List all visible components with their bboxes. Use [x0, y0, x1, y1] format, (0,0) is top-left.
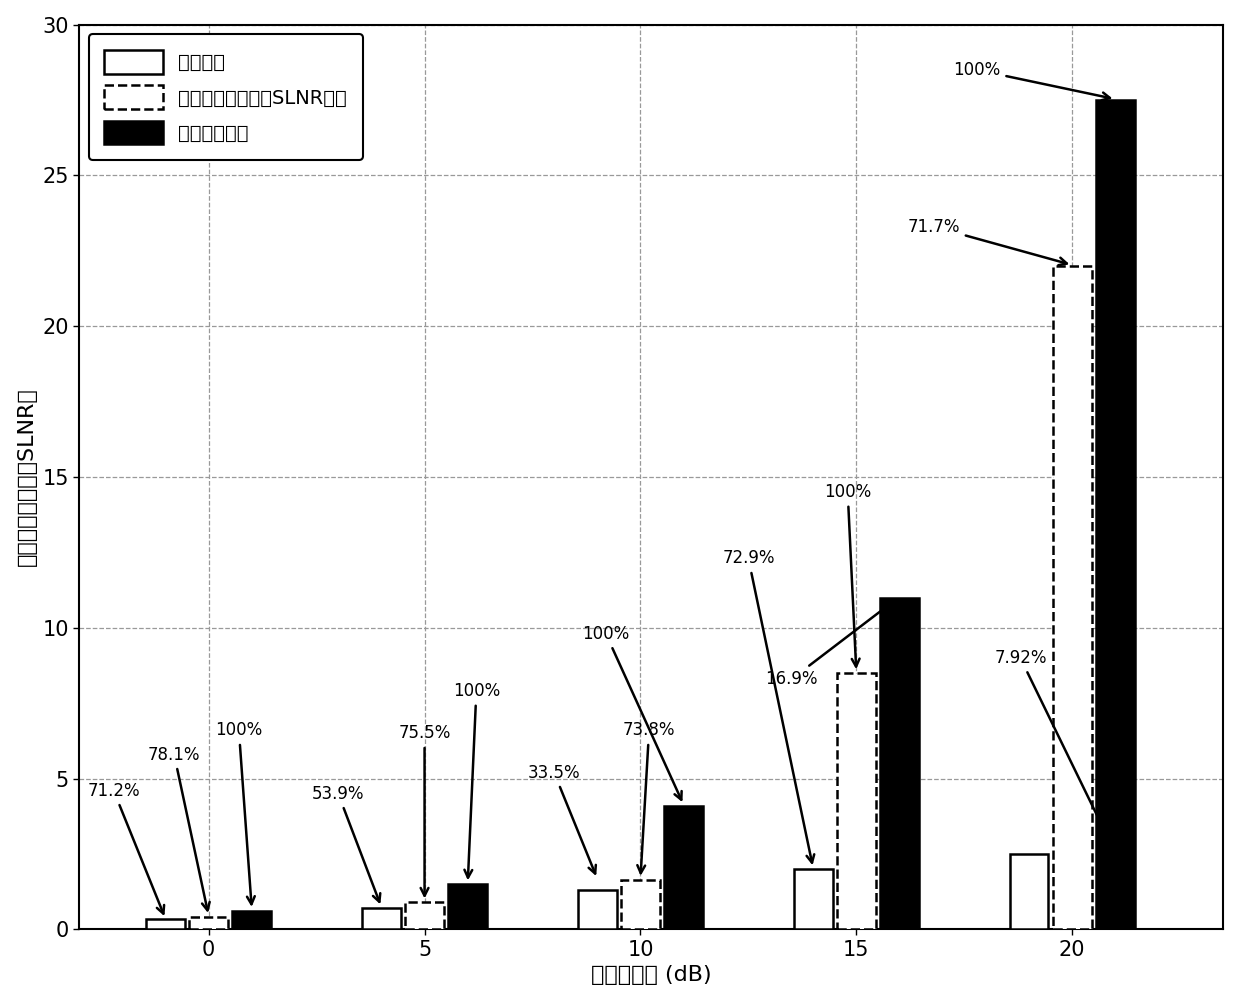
Text: 100%: 100%	[583, 625, 682, 800]
Bar	[362, 908, 401, 930]
Text: 72.9%: 72.9%	[722, 549, 815, 863]
Text: 71.7%: 71.7%	[908, 217, 1066, 266]
Text: 73.8%: 73.8%	[622, 721, 676, 873]
Bar	[1096, 100, 1135, 930]
Text: 100%: 100%	[216, 721, 263, 904]
Bar	[880, 597, 919, 930]
Bar	[621, 880, 660, 930]
Bar	[232, 911, 272, 930]
Bar	[665, 806, 703, 930]
Bar	[794, 869, 832, 930]
Text: 100%: 100%	[453, 682, 500, 878]
Bar	[1009, 854, 1049, 930]
Text: 100%: 100%	[825, 483, 872, 666]
Bar	[1053, 266, 1091, 930]
Legend: 波束成形, 宏小区基站只采用SLNR准则, 发明所提方法: 波束成形, 宏小区基站只采用SLNR准则, 发明所提方法	[89, 34, 362, 160]
Text: 71.2%: 71.2%	[87, 782, 164, 914]
Bar	[578, 890, 616, 930]
X-axis label: 发射信噪比 (dB): 发射信噪比 (dB)	[591, 965, 712, 985]
Bar	[449, 884, 487, 930]
Text: 16.9%: 16.9%	[765, 600, 895, 688]
Text: 75.5%: 75.5%	[398, 724, 451, 896]
Text: 7.92%: 7.92%	[994, 649, 1114, 848]
Bar	[837, 673, 875, 930]
Bar	[190, 917, 228, 930]
Text: 33.5%: 33.5%	[528, 764, 596, 874]
Y-axis label: 宏小区用户的平均SLNR值: 宏小区用户的平均SLNR值	[16, 388, 37, 566]
Text: 100%: 100%	[954, 61, 1110, 100]
Bar	[146, 920, 185, 930]
Text: 78.1%: 78.1%	[148, 745, 210, 911]
Text: 53.9%: 53.9%	[312, 785, 381, 902]
Bar	[405, 902, 444, 930]
